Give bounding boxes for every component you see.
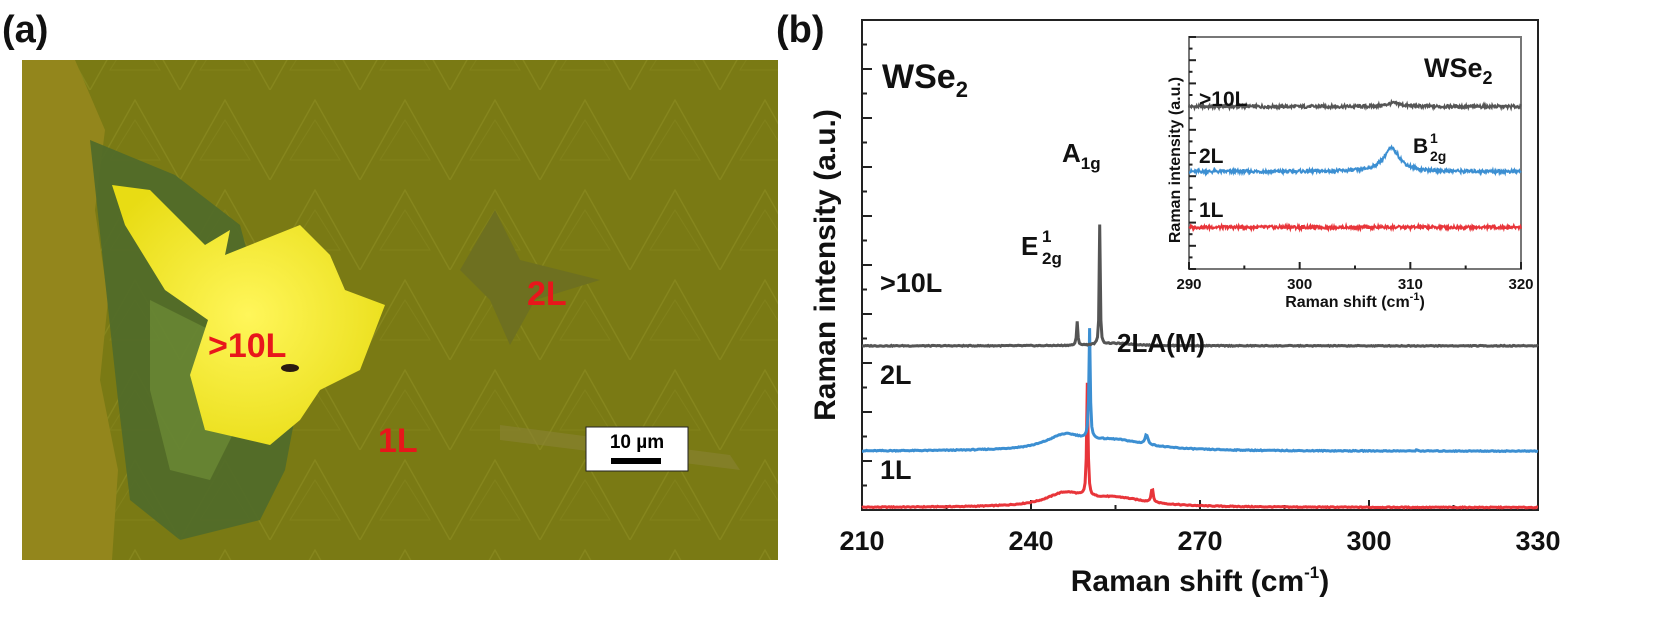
inset-title-sub: 2	[1483, 68, 1493, 88]
inset-title-text: WSe	[1424, 53, 1483, 83]
bilayer-flake	[460, 210, 600, 345]
region-label-bilayer: 2L	[527, 275, 567, 313]
main-x-axis-title: Raman shift (cm-1)	[1071, 563, 1330, 598]
region-label-monolayer: 1L	[378, 422, 418, 460]
inset-y-ticks	[1189, 36, 1196, 270]
panel-a-label: (a)	[2, 9, 48, 51]
inset-y-axis-title: Raman intensity (a.u.)	[1167, 77, 1184, 243]
x-tick-label: 210	[839, 526, 884, 556]
peak-label-e2g: E 1 2g	[1021, 227, 1062, 268]
inset-x-title-sup: -1	[1410, 291, 1420, 303]
x-tick-label: 300	[1346, 526, 1391, 556]
e2g-sub: 2g	[1042, 249, 1062, 268]
inset-series-label-thick: >10L	[1199, 88, 1248, 111]
main-x-ticks: 210 240 270 300 330	[839, 500, 1561, 556]
micrograph: >10L 2L 1L 10 µm	[22, 60, 778, 560]
flake-defect	[281, 364, 299, 372]
b2g-sub: 2g	[1430, 148, 1446, 164]
inset-raman-chart: 290 300 310 320 Raman intensity (a.u.) Rama…	[1167, 36, 1534, 311]
inset-series-label-bilayer: 2L	[1199, 145, 1224, 168]
main-title-sub: 2	[956, 77, 968, 102]
scale-bar-line	[611, 458, 661, 464]
x-tick-label: 240	[1008, 526, 1053, 556]
series-label-monolayer: 1L	[880, 455, 912, 485]
series-line-2l	[862, 328, 1539, 454]
main-x-title-sup: -1	[1304, 563, 1319, 582]
main-raman-chart: 210 240 270 300 330 Raman intensity (a.u.) R…	[809, 19, 1561, 598]
main-chart-title: WSe2	[882, 58, 968, 102]
inset-chart-title: WSe2	[1424, 53, 1493, 88]
main-x-title-end: )	[1319, 565, 1329, 598]
main-series-group	[861, 224, 1539, 510]
thick-flake	[112, 185, 385, 445]
x-tick-label: 290	[1176, 276, 1201, 293]
inset-series-label-monolayer: 1L	[1199, 199, 1224, 222]
scale-bar: 10 µm	[585, 426, 689, 472]
series-line-1l	[861, 382, 1539, 510]
series-line-gt-10l	[861, 224, 1539, 348]
peak-label-a1g: A1g	[1062, 138, 1101, 173]
a1g-text: A	[1062, 138, 1081, 168]
series-label-bilayer: 2L	[880, 360, 912, 390]
e2g-sup: 1	[1042, 227, 1051, 246]
x-tick-label: 270	[1177, 526, 1222, 556]
main-y-ticks	[862, 19, 872, 511]
series-line-1l	[1188, 221, 1522, 233]
peak-label-b2g: B 1 2g	[1413, 130, 1446, 164]
e2g-text: E	[1021, 231, 1038, 261]
b2g-sup: 1	[1430, 130, 1438, 146]
peak-label-2la: 2LA(M)	[1117, 328, 1205, 358]
x-tick-label: 300	[1287, 276, 1312, 293]
x-tick-label: 330	[1515, 526, 1560, 556]
bare-substrate	[22, 60, 118, 560]
main-y-axis-title: Raman intensity (a.u.)	[809, 109, 842, 421]
x-tick-label: 310	[1398, 276, 1423, 293]
b2g-text: B	[1413, 135, 1428, 158]
inset-x-title-text: Raman shift (cm	[1285, 294, 1409, 311]
main-title-text: WSe	[882, 58, 956, 96]
panel-b-label: (b)	[776, 9, 825, 51]
a1g-sub: 1g	[1081, 154, 1101, 173]
inset-x-ticks: 290 300 310 320	[1176, 262, 1534, 293]
inset-x-axis-title: Raman shift (cm-1)	[1285, 291, 1425, 311]
series-label-thick: >10L	[880, 268, 942, 298]
series-line-gt-10l	[1188, 98, 1522, 112]
x-tick-label: 320	[1508, 276, 1533, 293]
main-x-title-text: Raman shift (cm	[1071, 565, 1304, 598]
inset-series-group	[1188, 98, 1522, 233]
series-line-2l	[1188, 144, 1522, 177]
inset-x-title-end: )	[1419, 294, 1424, 311]
scale-bar-label: 10 µm	[610, 432, 664, 453]
region-label-thick: >10L	[208, 327, 286, 365]
